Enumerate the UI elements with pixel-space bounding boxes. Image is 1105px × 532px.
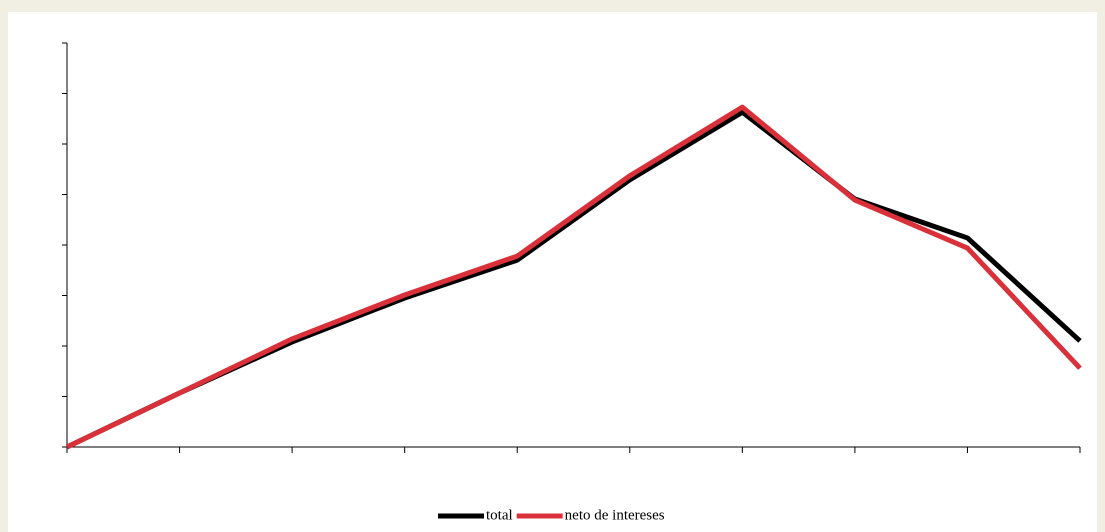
plot-panel xyxy=(8,12,1097,532)
legend-label: total xyxy=(486,507,513,523)
series-line xyxy=(65,104,1082,450)
legend-label: neto de intereses xyxy=(565,507,665,523)
